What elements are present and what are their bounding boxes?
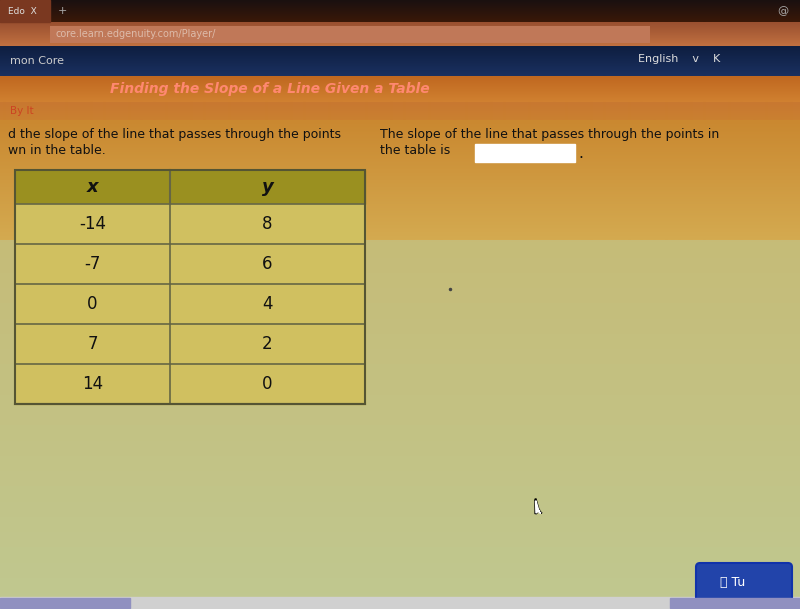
Bar [50,26,650,43]
Text: core.learn.edgenuity.com/Player/: core.learn.edgenuity.com/Player/ [55,29,215,39]
Bar [15,170,365,404]
Text: mon Core: mon Core [10,56,64,66]
Text: .: . [578,146,583,161]
Bar [15,244,365,284]
FancyBboxPatch shape [696,563,792,601]
Text: ⦿ Tu: ⦿ Tu [720,576,746,588]
Bar [15,204,365,244]
Text: English    v    K: English v K [638,54,720,64]
Bar [475,144,575,162]
Text: By It: By It [10,106,34,116]
Text: -7: -7 [84,255,101,273]
Text: 8: 8 [262,215,273,233]
Bar [15,170,365,204]
Text: 2: 2 [262,335,273,353]
Text: +: + [58,6,67,16]
Text: x: x [86,178,98,196]
Bar [15,364,365,404]
Bar [670,598,800,608]
Text: -14: -14 [79,215,106,233]
Text: @: @ [777,6,788,16]
Polygon shape [535,500,538,514]
Text: Finding the Slope of a Line Given a Table: Finding the Slope of a Line Given a Tabl… [110,82,430,96]
Text: 7: 7 [87,335,98,353]
Polygon shape [535,501,541,513]
Bar [15,284,365,324]
Text: The slope of the line that passes through the points in: The slope of the line that passes throug… [380,128,719,141]
Text: the table is: the table is [380,144,450,157]
Text: 14: 14 [82,375,103,393]
Text: y: y [262,178,274,196]
Text: 4: 4 [262,295,273,313]
Text: d the slope of the line that passes through the points: d the slope of the line that passes thro… [8,128,341,141]
Bar [15,324,365,364]
Bar [0,597,800,609]
Text: wn in the table.: wn in the table. [8,144,106,157]
Text: Edo  X: Edo X [8,7,37,15]
Bar [0,598,130,608]
Text: 0: 0 [262,375,273,393]
Text: 6: 6 [262,255,273,273]
Polygon shape [535,499,542,514]
Bar [0,0,50,22]
Text: 0: 0 [87,295,98,313]
